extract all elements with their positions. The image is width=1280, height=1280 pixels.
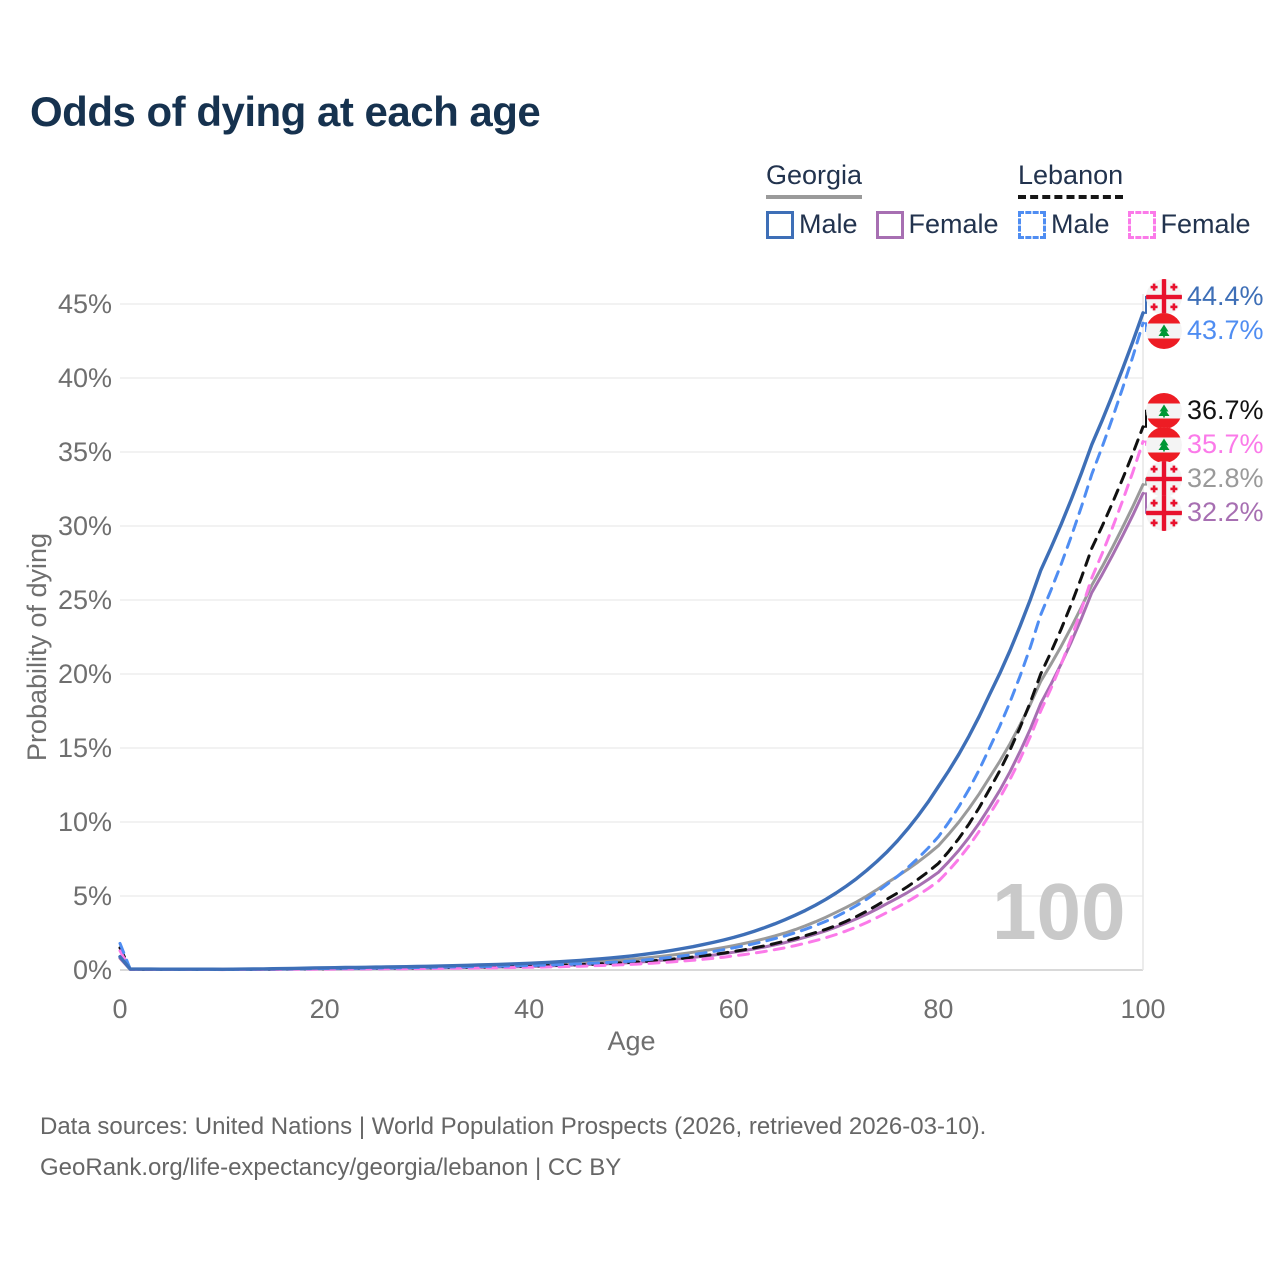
georgia-flag-icon xyxy=(1146,495,1182,531)
legend-group-lebanon: Lebanon Male Female xyxy=(1018,160,1251,240)
end-value: 44.4% xyxy=(1187,281,1264,312)
x-axis-title: Age xyxy=(607,1026,655,1056)
legend-country-lebanon: Lebanon xyxy=(1018,160,1124,199)
end-label-lebanon-female: 35.7% xyxy=(1146,427,1264,463)
legend-label-georgia-female: Female xyxy=(908,209,999,239)
legend-swatch-lebanon-female xyxy=(1127,210,1156,239)
end-value: 32.8% xyxy=(1187,463,1264,494)
legend-group-georgia: Georgia Male Female xyxy=(766,160,999,240)
y-axis-title: Probability of dying xyxy=(22,533,52,761)
end-value: 35.7% xyxy=(1187,429,1264,460)
y-tick-label: 15% xyxy=(58,733,112,763)
lebanon-flag-icon xyxy=(1146,393,1182,429)
end-label-georgia-male: 44.4% xyxy=(1146,279,1264,315)
legend-swatch-lebanon-male xyxy=(1018,210,1046,239)
y-tick-label: 45% xyxy=(58,289,112,319)
end-value: 43.7% xyxy=(1187,315,1264,346)
end-label-georgia-female: 32.2% xyxy=(1146,495,1264,531)
x-tick-label: 40 xyxy=(514,994,544,1024)
y-tick-label: 0% xyxy=(73,955,112,985)
footer: Data sources: United Nations | World Pop… xyxy=(40,1106,986,1188)
x-tick-label: 0 xyxy=(112,994,127,1024)
end-label-georgia-both: 32.8% xyxy=(1146,461,1264,497)
legend-swatch-georgia-male xyxy=(766,210,794,239)
page-title: Odds of dying at each age xyxy=(30,88,541,135)
end-value: 32.2% xyxy=(1187,497,1264,528)
footer-line-1: Data sources: United Nations | World Pop… xyxy=(40,1113,987,1140)
y-tick-label: 5% xyxy=(73,881,112,911)
end-label-lebanon-both: 36.7% xyxy=(1146,393,1264,429)
x-tick-label: 20 xyxy=(310,994,340,1024)
georgia-flag-icon xyxy=(1146,279,1182,315)
footer-line-2: GeoRank.org/life-expectancy/georgia/leba… xyxy=(40,1154,622,1181)
y-tick-label: 10% xyxy=(58,807,112,837)
series-line-georgia-female xyxy=(118,491,1145,971)
legend-country-georgia: Georgia xyxy=(766,160,863,199)
series-line-lebanon-male xyxy=(118,321,1145,971)
x-tick-label: 80 xyxy=(923,994,953,1024)
legend-label-lebanon-male: Male xyxy=(1051,209,1110,239)
series-line-lebanon-female xyxy=(118,440,1145,972)
x-tick-label: 60 xyxy=(719,994,749,1024)
y-tick-label: 40% xyxy=(58,363,112,393)
series-line-georgia-male xyxy=(118,311,1145,971)
legend-row-lebanon: Male Female xyxy=(1018,209,1251,240)
legend-swatch-georgia-female xyxy=(875,210,904,239)
x-tick-label: 100 xyxy=(1120,994,1165,1024)
legend-label-lebanon-female: Female xyxy=(1160,209,1251,239)
georgia-flag-icon xyxy=(1146,461,1182,497)
y-tick-label: 30% xyxy=(58,511,112,541)
age-watermark: 100 xyxy=(992,867,1126,956)
legend-row-georgia: Male Female xyxy=(766,209,999,240)
legend-item-georgia-female[interactable]: Female xyxy=(875,209,999,240)
legend-item-lebanon-male[interactable]: Male xyxy=(1018,209,1110,240)
end-value: 36.7% xyxy=(1187,395,1264,426)
legend-item-lebanon-female[interactable]: Female xyxy=(1127,209,1251,240)
lebanon-flag-icon xyxy=(1146,313,1182,349)
y-tick-label: 35% xyxy=(58,437,112,467)
legend-label-georgia-male: Male xyxy=(799,209,858,239)
end-label-lebanon-male: 43.7% xyxy=(1146,313,1264,349)
y-tick-label: 20% xyxy=(58,659,112,689)
y-tick-label: 25% xyxy=(58,585,112,615)
lebanon-flag-icon xyxy=(1146,427,1182,463)
legend-item-georgia-male[interactable]: Male xyxy=(766,209,858,240)
